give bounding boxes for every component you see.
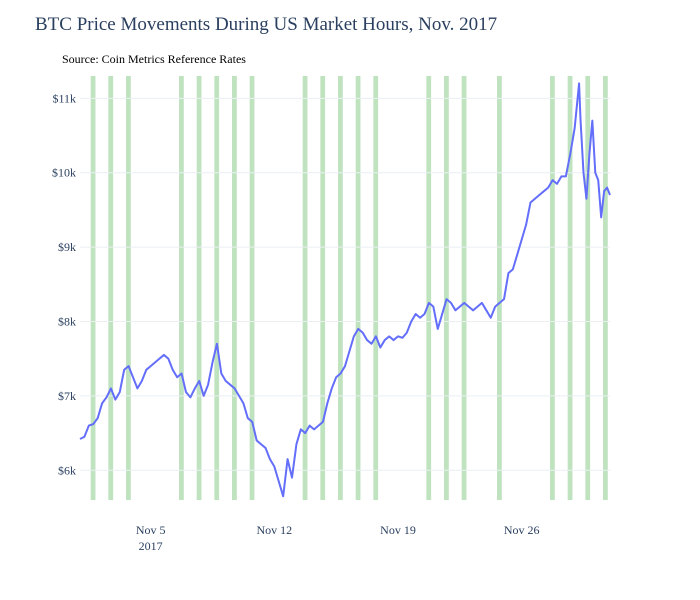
market-hours-band-14 bbox=[444, 76, 449, 500]
y-tick-label-3: $9k bbox=[58, 240, 76, 254]
market-hours-band-4 bbox=[196, 76, 202, 500]
market-hours-band-7 bbox=[249, 76, 255, 500]
market-hours-band-5 bbox=[214, 76, 220, 500]
market-hours-band-2 bbox=[126, 76, 131, 500]
market-hours-band-12 bbox=[373, 76, 379, 500]
market-hours-band-20 bbox=[603, 76, 608, 500]
chart-source-annotation: Source: Coin Metrics Reference Rates bbox=[62, 52, 246, 66]
y-axis-ticks: $6k $7k $8k $9k $10k $11k bbox=[52, 91, 76, 477]
y-tick-label-5: $11k bbox=[52, 91, 76, 105]
y-tick-label-0: $6k bbox=[58, 463, 76, 477]
market-hours-band-1 bbox=[108, 76, 114, 500]
market-hours-band-18 bbox=[567, 76, 573, 500]
market-hours-band-9 bbox=[320, 76, 326, 500]
market-hours-band-3 bbox=[179, 76, 184, 500]
y-gridlines bbox=[80, 97, 610, 471]
x-tick-label-1: Nov 12 bbox=[256, 523, 292, 537]
market-hours-band-19 bbox=[585, 76, 591, 500]
market-hours-band-6 bbox=[232, 76, 237, 500]
market-hours-band-8 bbox=[302, 76, 308, 500]
x-axis-ticks: Nov 5 2017 Nov 12 Nov 19 Nov 26 bbox=[136, 523, 540, 553]
market-hours-band-0 bbox=[90, 76, 96, 500]
price-line-layer bbox=[79, 82, 611, 498]
x-tick-sublabel-0: 2017 bbox=[139, 539, 163, 553]
price-series-line-0 bbox=[79, 82, 611, 498]
x-tick-label-0: Nov 5 bbox=[136, 523, 166, 537]
market-hours-band-15 bbox=[461, 76, 467, 500]
market-hours-band-16 bbox=[497, 76, 502, 500]
x-tick-label-3: Nov 26 bbox=[504, 523, 540, 537]
market-hours-band-17 bbox=[550, 76, 555, 500]
market-hours-bands bbox=[90, 76, 608, 500]
chart-title: BTC Price Movements During US Market Hou… bbox=[35, 14, 497, 35]
y-tick-label-4: $10k bbox=[52, 166, 76, 180]
x-tick-label-2: Nov 19 bbox=[380, 523, 416, 537]
market-hours-band-11 bbox=[355, 76, 361, 500]
y-tick-label-2: $8k bbox=[58, 314, 76, 328]
y-tick-label-1: $7k bbox=[58, 389, 76, 403]
market-hours-band-10 bbox=[338, 76, 343, 500]
market-hours-band-13 bbox=[426, 76, 432, 500]
